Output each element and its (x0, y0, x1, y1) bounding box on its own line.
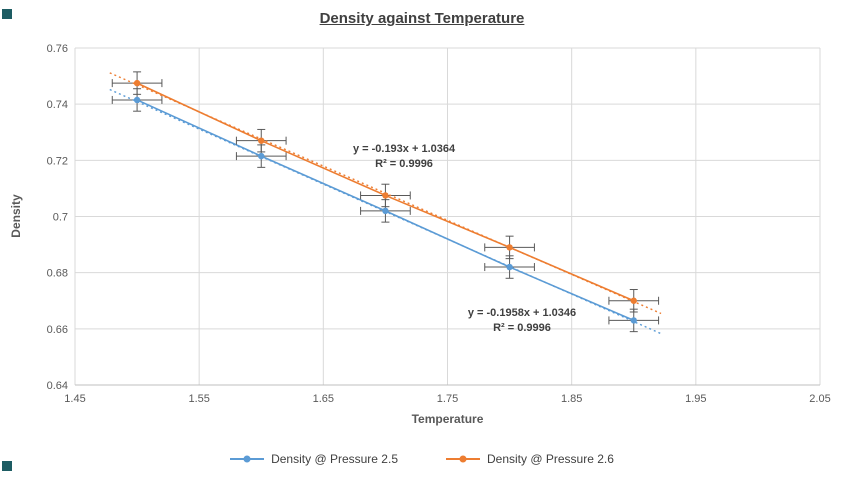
trendline-equation: y = -0.1958x + 1.0346 R² = 0.9996 (468, 307, 576, 334)
svg-text:0.66: 0.66 (47, 324, 68, 336)
data-point[interactable] (506, 244, 513, 251)
gridlines (74, 47, 821, 386)
data-point[interactable] (630, 297, 637, 304)
svg-text:0.76: 0.76 (47, 43, 68, 55)
legend: Density @ Pressure 2.5 Density @ Pressur… (0, 452, 844, 466)
svg-text:0.74: 0.74 (47, 99, 68, 111)
y-tick-labels: 0.64 0.66 0.68 0.7 0.72 0.74 0.76 (47, 43, 68, 392)
y-axis-title: Density (9, 194, 23, 238)
x-axis-title: Temperature (411, 412, 484, 426)
svg-text:1.45: 1.45 (64, 393, 85, 405)
svg-text:1.95: 1.95 (685, 393, 706, 405)
data-point[interactable] (382, 192, 389, 199)
svg-text:1.55: 1.55 (188, 393, 209, 405)
legend-dot-icon (243, 455, 251, 463)
data-point[interactable] (382, 207, 389, 215)
svg-text:0.68: 0.68 (47, 268, 68, 280)
corner-artifact-bottom (2, 461, 12, 471)
svg-text:0.7: 0.7 (53, 212, 68, 224)
x-tick-labels: 1.45 1.55 1.65 1.75 1.85 1.95 2.05 (64, 393, 830, 405)
svg-text:R² = 0.9996: R² = 0.9996 (375, 158, 433, 170)
legend-label: Density @ Pressure 2.6 (487, 452, 614, 466)
legend-item-pressure-2.5[interactable]: Density @ Pressure 2.5 (230, 452, 398, 466)
corner-artifact-top (2, 9, 12, 19)
svg-text:y = -0.1958x + 1.0346: y = -0.1958x + 1.0346 (468, 307, 576, 319)
legend-item-pressure-2.6[interactable]: Density @ Pressure 2.6 (446, 452, 614, 466)
svg-text:1.65: 1.65 (313, 393, 334, 405)
trendline-equation: y = -0.193x + 1.0364 R² = 0.9996 (353, 143, 456, 170)
series-1 (109, 71, 662, 315)
data-point[interactable] (258, 137, 265, 144)
svg-text:y = -0.193x + 1.0364: y = -0.193x + 1.0364 (353, 143, 456, 155)
data-point[interactable] (133, 96, 141, 104)
svg-text:0.64: 0.64 (47, 380, 68, 392)
svg-text:1.75: 1.75 (437, 393, 458, 405)
svg-text:1.85: 1.85 (561, 393, 582, 405)
legend-line-marker-icon (446, 455, 480, 463)
data-point[interactable] (630, 317, 637, 324)
series-0 (109, 88, 662, 335)
svg-text:2.05: 2.05 (809, 393, 830, 405)
svg-text:R² = 0.9996: R² = 0.9996 (493, 322, 551, 334)
data-point[interactable] (258, 152, 265, 160)
legend-line-marker-icon (230, 455, 265, 463)
legend-label: Density @ Pressure 2.5 (271, 452, 398, 466)
data-point[interactable] (133, 79, 141, 87)
svg-text:0.72: 0.72 (47, 155, 68, 167)
legend-dot-icon (459, 455, 467, 463)
chart-title: Density against Temperature (319, 10, 525, 27)
data-point[interactable] (506, 263, 513, 271)
